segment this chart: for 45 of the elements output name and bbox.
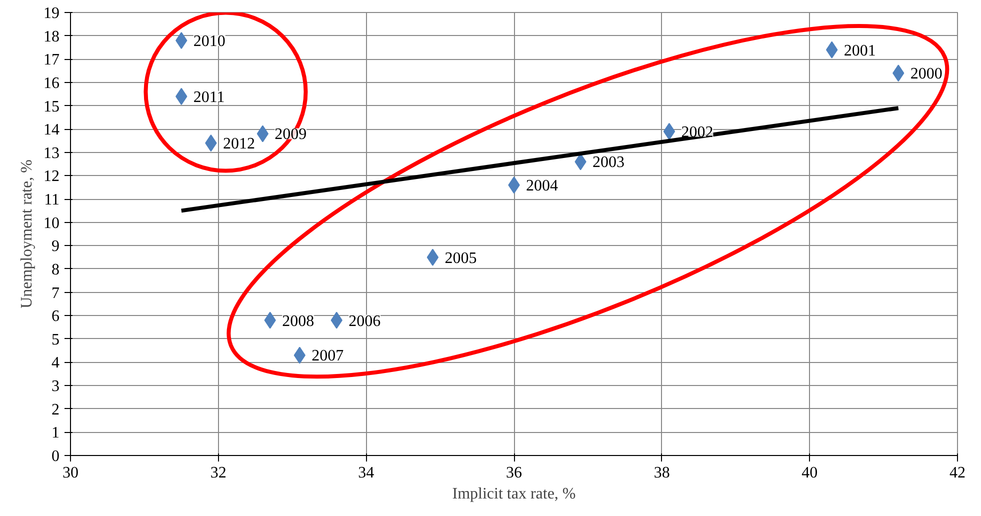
y-tick-label: 8 bbox=[52, 261, 60, 278]
x-tick-label: 36 bbox=[506, 464, 522, 482]
y-tick-label: 11 bbox=[44, 192, 60, 209]
annotation: 2002 bbox=[681, 124, 714, 141]
y-tick-label: 2 bbox=[52, 401, 60, 418]
y-tick-label: 12 bbox=[44, 168, 60, 186]
x-tick-label: 34 bbox=[358, 464, 374, 482]
annotation: 2007 bbox=[312, 348, 344, 365]
annotation: 2004 bbox=[526, 178, 558, 195]
x-tick-label: 30 bbox=[62, 464, 78, 482]
x-tick-label: 40 bbox=[802, 464, 818, 482]
annotation: 2006 bbox=[348, 312, 381, 330]
y-tick-label: 5 bbox=[52, 331, 60, 348]
point bbox=[426, 248, 439, 266]
annotation: 2010 bbox=[193, 32, 226, 50]
y-tick-label: 3 bbox=[52, 378, 60, 396]
y-tick-label: 6 bbox=[52, 308, 60, 326]
annotation: 2003 bbox=[592, 154, 625, 172]
annotation: 2011 bbox=[193, 88, 225, 106]
y-tick-label: 14 bbox=[44, 122, 60, 139]
y-axis-title: Unemployment rate, % bbox=[18, 160, 36, 308]
y-tick-label: 7 bbox=[52, 284, 60, 302]
annotation: 2005 bbox=[444, 250, 477, 267]
x-tick-label: 32 bbox=[210, 464, 226, 482]
y-tick-label: 16 bbox=[44, 74, 60, 92]
y-tick-label: 17 bbox=[44, 52, 60, 69]
y-tick-label: 19 bbox=[44, 5, 60, 22]
annotation: 2001 bbox=[844, 42, 876, 60]
annotation: 2009 bbox=[274, 126, 307, 144]
annotation: 2012 bbox=[222, 136, 255, 153]
y-tick-label: 13 bbox=[44, 144, 60, 162]
y-tick-label: 4 bbox=[52, 354, 60, 372]
y-tick-label: 15 bbox=[44, 98, 60, 116]
y-tick-label: 9 bbox=[52, 238, 60, 256]
y-tick-label: 0 bbox=[52, 448, 60, 465]
x-tick-label: 42 bbox=[950, 464, 966, 482]
y-tick-label: 1 bbox=[52, 424, 60, 442]
point bbox=[663, 122, 676, 140]
annotation: 2000 bbox=[910, 66, 942, 83]
x-tick-label: 38 bbox=[654, 464, 670, 482]
x-axis-title: Implicit tax rate, % bbox=[452, 486, 576, 502]
point bbox=[256, 125, 269, 142]
y-tick-label: 18 bbox=[44, 28, 60, 46]
annotation: 2008 bbox=[282, 312, 314, 330]
y-tick-label: 10 bbox=[44, 214, 60, 232]
